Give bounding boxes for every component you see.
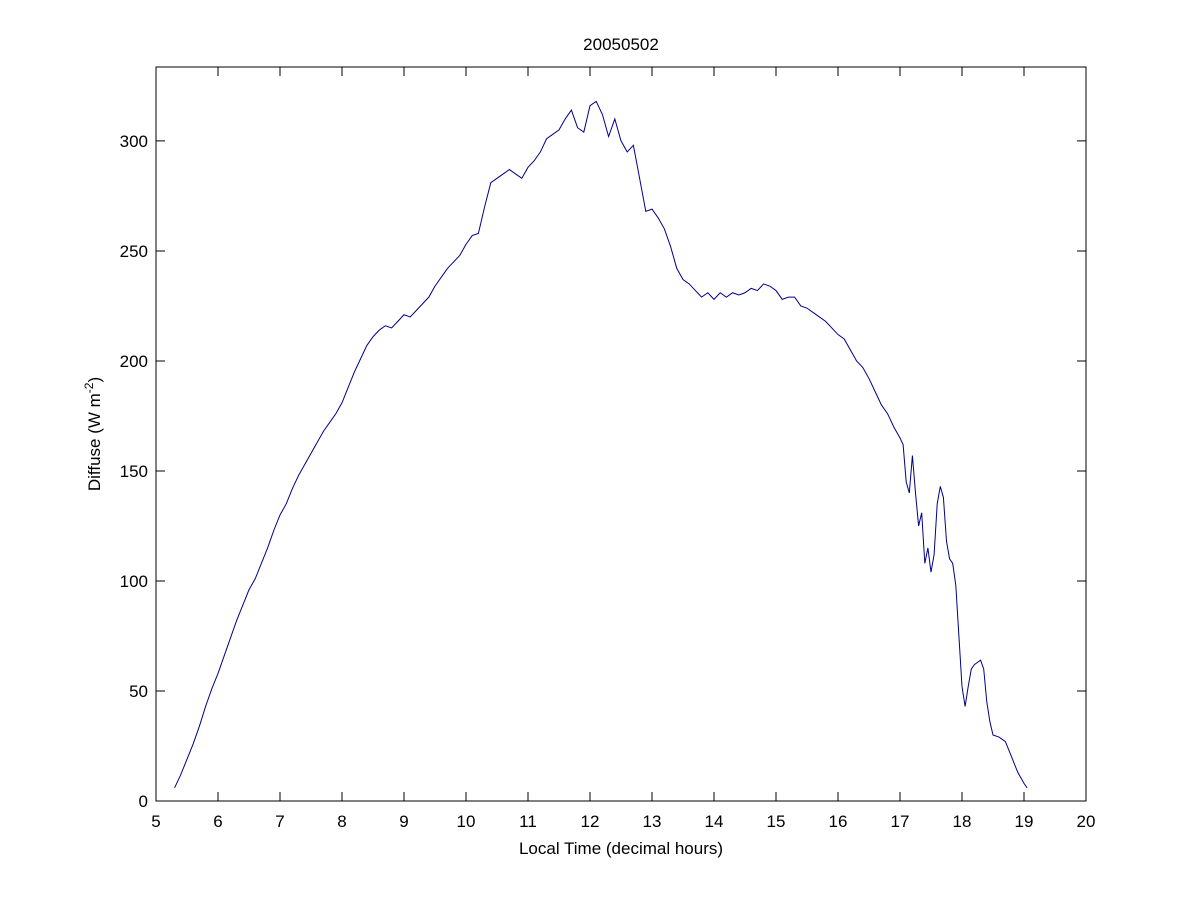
y-label-suffix: ) <box>85 377 104 383</box>
y-tick-label: 250 <box>120 242 148 261</box>
x-tick-label: 19 <box>1015 812 1034 831</box>
x-tick-label: 13 <box>643 812 662 831</box>
y-label-superscript: -2 <box>82 382 96 393</box>
x-tick-label: 15 <box>767 812 786 831</box>
x-tick-label: 11 <box>519 812 537 831</box>
x-tick-label: 9 <box>399 812 408 831</box>
y-tick-label: 300 <box>120 132 148 151</box>
x-tick-label: 10 <box>457 812 476 831</box>
y-tick-label: 0 <box>139 792 148 811</box>
x-tick-label: 16 <box>829 812 848 831</box>
plot-frame <box>155 66 1087 802</box>
y-label-text: Diffuse (W m <box>85 393 104 491</box>
data-line <box>174 100 1028 789</box>
x-tick-label: 17 <box>891 812 910 831</box>
y-axis-label: Diffuse (W m-2) <box>82 377 104 491</box>
x-axis-label: Local Time (decimal hours) <box>519 839 723 858</box>
x-tick-label: 6 <box>213 812 222 831</box>
x-tick-label: 18 <box>953 812 972 831</box>
y-tick-label: 200 <box>120 352 148 371</box>
x-tick-label: 8 <box>337 812 346 831</box>
y-tick-label: 100 <box>120 572 148 591</box>
y-tick-label: 150 <box>120 462 148 481</box>
x-tick-label: 14 <box>705 812 724 831</box>
y-tick-label: 50 <box>129 682 148 701</box>
x-tick-label: 7 <box>275 812 284 831</box>
chart-title: 20050502 <box>583 35 659 54</box>
x-tick-label: 12 <box>581 812 600 831</box>
x-tick-label: 20 <box>1077 812 1096 831</box>
x-tick-label: 5 <box>151 812 160 831</box>
